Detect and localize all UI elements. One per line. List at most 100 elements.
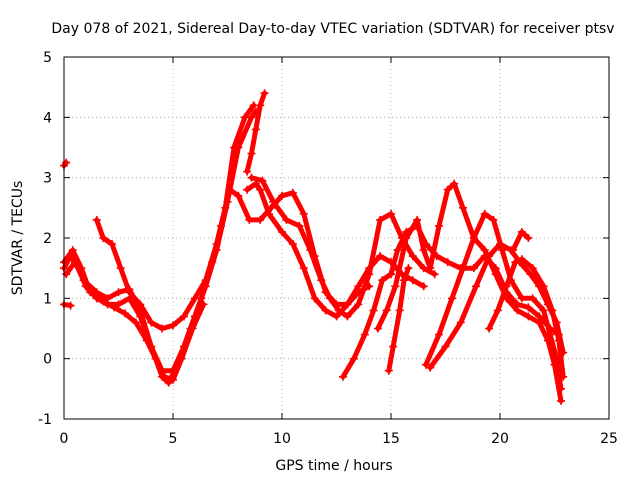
data-point [517,227,526,236]
data-point [378,276,387,285]
data-point [509,246,518,255]
data-point [443,185,452,194]
data-point [511,258,520,267]
data-point [147,318,156,327]
data-point [278,191,286,200]
data-point [443,258,452,267]
data-point [136,300,145,309]
data-point [201,276,210,285]
data-point [332,312,341,321]
data-point [419,282,428,291]
data-point [99,234,108,242]
data-point [360,330,369,339]
data-point [354,300,363,309]
data-point [419,246,428,255]
series-track-m [485,255,568,381]
y-tick-label: 1 [43,291,52,307]
data-point [491,270,500,279]
x-tick-label: 5 [169,431,178,447]
data-point [343,300,352,309]
data-point [116,264,125,273]
data-point [107,240,116,249]
chart-title: Day 078 of 2021, Sidereal Day-to-day VTE… [51,21,614,37]
data-point [517,294,526,303]
data-point [288,240,297,249]
data-point [66,301,75,310]
x-tick-label: 25 [600,431,618,447]
data-point [493,306,502,315]
data-point [517,255,526,264]
data-point [376,252,385,261]
data-point [391,282,400,291]
series-track-k [421,209,566,393]
series-track [486,256,566,380]
series-track-n [509,227,533,255]
data-point [434,330,443,339]
x-tick-label: 20 [491,431,509,447]
data-point [557,384,566,393]
data-point [247,173,256,182]
data-point [524,234,533,242]
data-point [77,264,86,273]
data-point [365,270,374,279]
data-point [247,149,256,158]
data-point [92,215,101,224]
data-point [295,221,304,230]
data-point [169,375,177,384]
data-point [243,185,252,194]
series-track [94,102,257,331]
y-tick-label: 0 [43,352,52,368]
series-track [340,223,562,380]
data-point [86,288,95,297]
data-point [539,306,548,315]
data-point [404,264,413,273]
data-point [524,303,533,312]
data-point [310,294,319,303]
x-tick-label: 15 [382,431,400,447]
data-point [299,209,308,218]
data-point [448,294,457,303]
data-point [177,354,186,363]
x-tick-label: 0 [60,431,69,447]
data-point [480,246,489,255]
data-point [269,197,278,206]
data-point [230,143,239,152]
data-point [306,246,315,255]
data-point [349,354,358,363]
series-track [386,265,411,374]
data-point [188,324,197,333]
data-point [526,270,535,279]
data-point [160,372,169,381]
axis-ticks: 0 5 10 15 20 25 -1 0 1 2 3 4 5 [38,50,618,447]
data-point [408,252,417,261]
data-point [288,188,297,197]
data-point [489,215,498,224]
data-point [413,215,422,224]
data-point [121,309,130,318]
data-point [469,264,478,273]
data-point [408,276,417,285]
data-point [251,125,260,134]
data-point [389,342,398,351]
data-point [256,215,265,224]
data-point [502,282,511,291]
data-point [343,312,352,321]
x-tick-label: 10 [273,431,291,447]
data-point [546,330,555,339]
data-series [60,89,568,405]
data-point [472,282,481,291]
series-track [63,108,259,374]
data-point [240,113,249,122]
data-point [400,276,409,285]
data-point [264,209,273,218]
data-point [110,303,119,312]
data-point [382,306,391,315]
data-point [426,363,435,372]
data-point [190,294,199,303]
data-point [199,300,208,309]
series-track [375,181,564,404]
data-point [480,209,489,218]
data-point [548,306,557,315]
data-point [142,336,151,345]
